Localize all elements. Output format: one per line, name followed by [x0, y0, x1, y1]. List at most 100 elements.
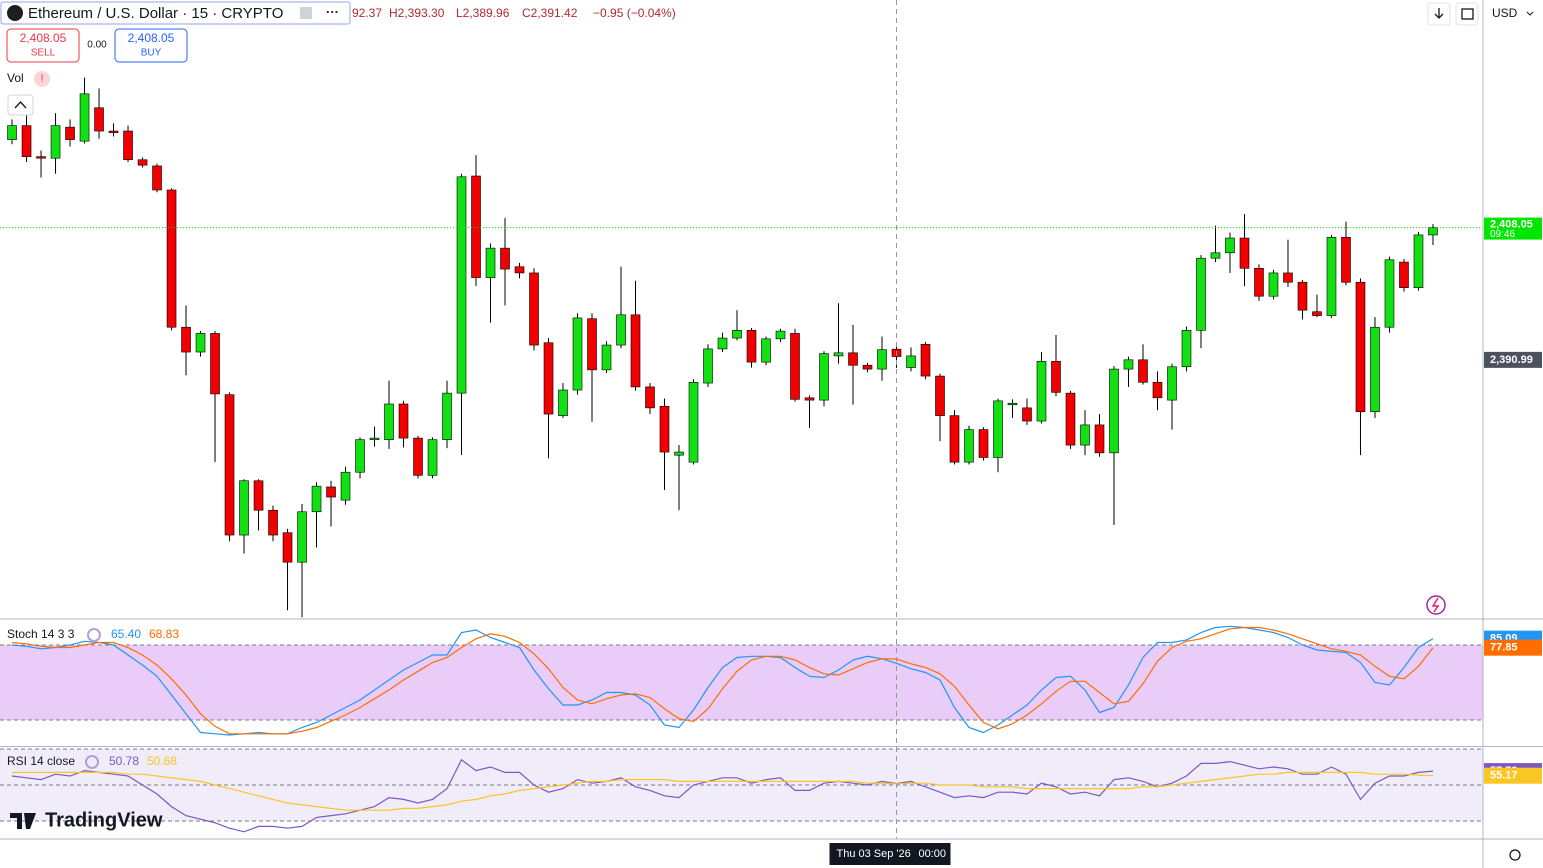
sell-label: SELL [31, 48, 56, 59]
fullscreen-button[interactable] [1455, 2, 1479, 26]
candle-body [790, 333, 800, 400]
logo-text: TradingView [45, 809, 163, 831]
candle-body [906, 355, 916, 368]
candle-body [674, 451, 684, 456]
indicator-line [11, 626, 1434, 735]
candle-body [848, 352, 858, 366]
spread: 0.00 [87, 40, 107, 51]
candle-body [123, 130, 133, 161]
crosshair-price-label: 2,390.99 [1490, 354, 1533, 366]
indicator-line [12, 771, 1434, 811]
candle-body [1138, 359, 1148, 383]
candle-body [616, 314, 626, 346]
candle-body [645, 386, 655, 409]
last-price-label-box [1484, 217, 1542, 240]
candle-body [239, 480, 249, 536]
assistant-icon[interactable] [1426, 595, 1446, 615]
candle-body [746, 330, 757, 363]
candle-body [224, 394, 235, 536]
crosshair-date: Thu 03 Sep '26 [836, 848, 910, 860]
ohlc-low: L2,389.96 [456, 6, 510, 20]
candle-body [384, 403, 394, 440]
candle-body [703, 348, 713, 384]
ohlc-close: C2,391.42 [522, 6, 578, 20]
candle-body [355, 439, 365, 473]
collapse-icon [14, 101, 27, 109]
crosshair-time-box [829, 843, 951, 865]
stoch-d-value: 68.83 [149, 627, 179, 641]
candle-body [935, 375, 945, 416]
candle-body [877, 349, 887, 370]
candle-body [1065, 392, 1076, 446]
candle-body [485, 247, 496, 278]
candle-body [1312, 311, 1322, 316]
marks-layer [0, 0, 1483, 839]
candle-body [819, 353, 829, 401]
background-layer [0, 645, 1483, 822]
candle-body [587, 318, 597, 371]
symbol-box[interactable] [0, 1, 351, 25]
download-icon [1434, 8, 1444, 19]
candle-body [1210, 252, 1221, 259]
sell-button[interactable] [6, 28, 80, 63]
candle-body [1225, 237, 1235, 254]
settings-icon[interactable] [1509, 849, 1521, 861]
volume-alert-icon[interactable] [34, 71, 50, 87]
time-axis-background [0, 839, 1543, 868]
candle-body [1036, 361, 1047, 422]
candle-body [21, 125, 32, 157]
candle-body [282, 532, 293, 563]
rsi-title: RSI 14 close [7, 754, 75, 768]
candle-body [1022, 407, 1032, 422]
buy-label: BUY [141, 48, 162, 59]
currency-selector[interactable]: USD [1492, 6, 1518, 20]
candle-body [369, 437, 380, 440]
candle-body [1239, 237, 1250, 269]
crosshair-price-label-box [1484, 351, 1542, 368]
candle-body [398, 403, 409, 439]
candle-body [1283, 272, 1293, 283]
candle-body [1167, 366, 1177, 401]
candle-body [311, 485, 322, 513]
indicator-value-label-box [1484, 767, 1542, 784]
candle-body [1123, 359, 1134, 370]
candle-body [500, 247, 510, 270]
candle-body [1007, 402, 1018, 406]
candle-body [1399, 261, 1409, 288]
symbol-title: Ethereum / U.S. Dollar · 15 · CRYPTO [28, 5, 283, 22]
last-price-label: 2,408.05 [1490, 218, 1533, 230]
rsi-value: 50.78 [109, 754, 139, 768]
candle-body [659, 406, 670, 453]
candle-body [137, 159, 148, 166]
candle-body [529, 272, 539, 346]
buy-button[interactable] [114, 28, 188, 63]
flag-icon[interactable] [300, 7, 312, 19]
candle-body [1254, 267, 1264, 297]
candle-body [601, 344, 612, 371]
candle-body [717, 337, 728, 350]
candle-body [1109, 368, 1119, 454]
candle-body [36, 156, 46, 159]
candle-body [1341, 236, 1351, 283]
stoch-title: Stoch 14 3 3 [7, 627, 75, 641]
candle-body [978, 429, 989, 458]
candle-body [761, 338, 771, 363]
rsi-icon [85, 755, 99, 769]
collapse-button[interactable] [7, 94, 34, 116]
ohlc-open: 92.37 [352, 6, 382, 20]
candle-body [413, 437, 423, 476]
candle-body [427, 439, 438, 476]
candle-body [268, 509, 278, 536]
more-icon[interactable]: ··· [326, 4, 339, 19]
indicator-value-label: 77.85 [1490, 642, 1518, 654]
candle-body [558, 389, 568, 416]
candle-body [964, 429, 974, 463]
buy-price: 2,408.05 [128, 31, 175, 45]
indicator-line [11, 758, 1434, 833]
candle-body [1152, 381, 1163, 399]
candle-body [993, 400, 1003, 458]
candle-body [1413, 234, 1424, 288]
